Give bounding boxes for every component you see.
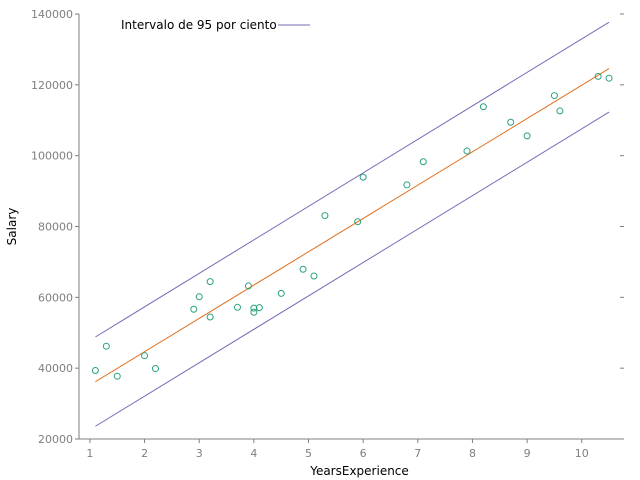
data-point xyxy=(479,103,487,111)
data-point xyxy=(206,278,214,286)
data-point xyxy=(141,352,149,360)
y-tick-label: 80000 xyxy=(38,221,73,234)
x-tick-label: 3 xyxy=(196,447,203,460)
x-tick-label: 7 xyxy=(414,447,421,460)
data-point xyxy=(152,365,160,373)
data-point xyxy=(277,289,285,297)
data-point xyxy=(605,74,613,82)
y-tick-label: 120000 xyxy=(31,79,73,92)
legend-label: Intervalo de 95 por ciento xyxy=(121,18,277,32)
data-point xyxy=(463,147,471,155)
data-point xyxy=(310,272,318,280)
data-point xyxy=(195,293,203,301)
data-point xyxy=(206,313,214,321)
y-tick-label: 100000 xyxy=(31,150,73,163)
data-point xyxy=(250,308,258,316)
x-tick-label: 9 xyxy=(524,447,531,460)
x-tick-label: 8 xyxy=(469,447,476,460)
data-point xyxy=(91,366,99,374)
data-point xyxy=(113,372,121,380)
fit-line xyxy=(95,68,610,383)
data-point xyxy=(507,118,515,126)
data-point xyxy=(354,218,362,226)
x-tick-label: 6 xyxy=(360,447,367,460)
x-tick-label: 1 xyxy=(86,447,93,460)
data-point xyxy=(244,282,252,290)
data-point xyxy=(299,265,307,273)
data-point xyxy=(250,304,258,312)
data-point xyxy=(190,305,198,313)
y-tick-label: 40000 xyxy=(38,362,73,375)
interval-upper-line xyxy=(95,21,610,338)
data-point xyxy=(523,132,531,140)
x-tick-label: 5 xyxy=(305,447,312,460)
y-axis-label: Salary xyxy=(5,208,19,246)
x-axis-label: YearsExperience xyxy=(309,464,409,478)
interval-lower-line xyxy=(95,111,610,427)
x-tick-label: 4 xyxy=(250,447,257,460)
data-point xyxy=(403,181,411,189)
data-point xyxy=(102,342,110,350)
x-tick-label: 2 xyxy=(141,447,148,460)
data-point xyxy=(233,303,241,311)
data-point xyxy=(550,92,558,100)
y-tick-label: 140000 xyxy=(31,8,73,21)
y-tick-label: 20000 xyxy=(38,433,73,446)
data-point xyxy=(359,173,367,181)
y-tick-label: 60000 xyxy=(38,291,73,304)
data-point xyxy=(556,107,564,115)
data-point xyxy=(419,158,427,166)
data-point xyxy=(255,304,263,312)
data-point xyxy=(594,72,602,80)
x-tick-label: 10 xyxy=(575,447,589,460)
data-point xyxy=(321,212,329,220)
